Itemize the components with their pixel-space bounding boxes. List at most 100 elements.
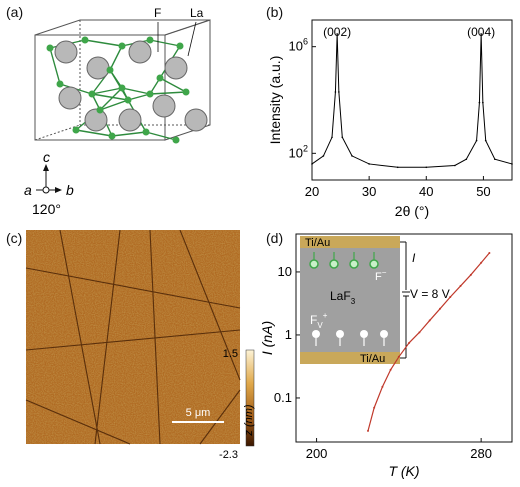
voltage-label: V = 8 V [410,287,450,301]
current-temperature-chart: Ti/Au Ti/Au F− LaF3 FV+ I V = [259,233,513,479]
fluorine-atom [46,44,54,52]
bottom-electrode-label: Ti/Au [360,353,385,365]
bond [111,131,147,137]
x-tick-label: 280 [470,446,492,461]
current-point [397,355,400,358]
fluorine-atom [124,96,132,104]
x-axis-label: T (K) [388,463,419,479]
fluorine-atom [118,84,126,92]
xrd-series-line [311,33,513,168]
y-tick-label: 0.1 [274,390,292,405]
x-tick-label: 40 [419,184,433,199]
device-inset: Ti/Au Ti/Au F− LaF3 FV+ I V = [300,236,450,365]
colorbar-min: -2.3 [219,449,238,461]
xrd-point [465,158,468,161]
panel-label-a: (a) [6,4,24,20]
current-point [480,261,483,264]
current-point [367,429,369,432]
vacancies [312,330,388,338]
fluorine-atom [108,132,116,140]
panel-label-c: (c) [6,230,23,246]
xrd-point [494,158,496,161]
xrd-point [322,155,325,157]
xrd-panel: (b) 20 30 40 50 102 106 (002) (004) 2θ (°) Intens… [260,0,520,230]
xrd-point [311,163,313,165]
current-temperature-panel: (d) Ti/Au Ti/Au F− LaF3 FV+ [259,230,520,482]
top-electrode-label: Ti/Au [305,237,330,249]
current-point [373,406,376,409]
y-tick-label: 10 [278,264,292,279]
bond [91,93,129,101]
current-point [449,296,452,299]
axis-label-a: a [24,182,32,198]
xrd-chart: 20 30 40 50 102 106 (002) (004) 2θ (°) Intensity … [267,19,513,219]
lanthanum-atom [86,56,110,80]
fluorine-atom [182,88,190,96]
top-electrode [300,236,400,248]
bond [109,45,123,71]
current-point [381,385,384,388]
xrd-point [331,136,333,139]
label-pointer-la [187,21,197,57]
lanthanum-atom [58,86,82,110]
current-point [428,319,431,322]
current-point [418,331,421,334]
plot-frame [295,233,513,443]
current-point [408,341,411,344]
x-tick-label: 200 [306,446,328,461]
current-point [459,284,462,287]
atom-label-la: La [190,6,204,20]
current-point [389,368,392,371]
fluorine-atom [172,136,180,144]
crystal-structure-diagram: F La c a b 120° [24,6,211,217]
vacancy-arrows [315,338,385,346]
fluorine-atom [146,36,154,44]
xrd-point [511,163,513,165]
bond [84,39,123,47]
current-point [439,307,441,310]
panel-label-d: (d) [266,230,284,246]
afm-step-lines [25,229,241,445]
lanthanum-atom [164,56,188,80]
vacancy-label: FV+ [310,311,328,330]
bond [49,47,61,85]
colorbar-label: z (nm) [243,404,255,437]
xrd-point [425,166,428,169]
lanthanum-atom [54,40,78,64]
crystal-structure-panel: (a) F La c a b 120° [0,0,260,230]
y-tick-label: 102 [289,143,308,160]
y-tick-label: 1 [285,327,292,342]
xrd-point [478,101,481,104]
bond [145,131,177,141]
fluorine-atom [142,128,150,136]
colorbar-max: 1.5 [223,348,238,360]
fluorine-atoms [46,36,190,144]
lanthanum-atom [84,108,108,132]
fluorine-atom [118,42,126,50]
ion-top-label: F− [375,268,387,283]
lanthanum-atom [184,108,208,132]
xrd-point [368,163,370,165]
xrd-point [475,139,478,142]
current-label: I [412,251,416,265]
current-series-line [367,252,490,432]
fluorine-atom [156,74,164,82]
fluorine-atom [56,80,64,88]
y-axis-label: I (nA) [260,321,275,355]
bond [127,93,151,101]
axis-label-b: b [66,182,74,198]
colorbar [245,349,255,447]
fluorine-atom [81,36,89,44]
lanthanum-atom [118,108,142,132]
current-point [469,273,472,276]
xrd-point [341,136,344,139]
atom-label-f: F [154,6,161,20]
lanthanum-atoms [54,40,208,132]
bond [75,129,113,137]
xrd-point [336,33,338,35]
afm-panel: (c) 1.5 -2.3 [0,229,260,482]
plot-frame [311,19,513,181]
fluorine-atom [146,90,154,98]
bond [149,91,187,95]
xrd-point [338,91,340,93]
